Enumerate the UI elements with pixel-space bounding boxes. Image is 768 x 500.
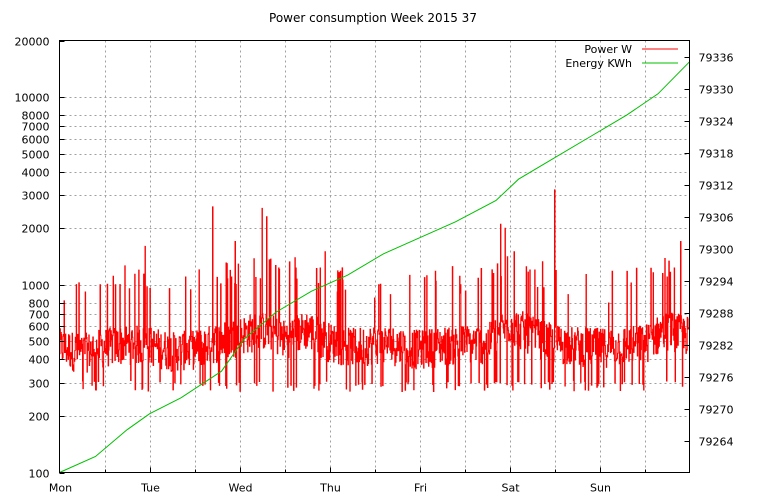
x-tick-label: Tue xyxy=(140,482,160,495)
legend: Power W Energy KWh xyxy=(565,43,678,70)
y-left-tick-label: 100 xyxy=(29,468,50,481)
y-left-tick-label: 4000 xyxy=(22,167,50,180)
y-left-tick-label: 400 xyxy=(29,354,50,367)
y-left-tick-label: 300 xyxy=(29,378,50,391)
plot-frame xyxy=(59,40,690,473)
y-right-tick-label: 79276 xyxy=(699,372,734,385)
chart-title: Power consumption Week 2015 37 xyxy=(269,11,477,25)
legend-label-energy: Energy KWh xyxy=(565,57,632,70)
y-right-tick-label: 79318 xyxy=(699,148,734,161)
series-layer xyxy=(59,61,690,473)
y-right-tick-label: 79282 xyxy=(699,340,734,353)
y-right-tick-label: 79312 xyxy=(699,180,734,193)
y-right-tick-label: 79294 xyxy=(699,276,734,289)
y-left-tick-label: 20000 xyxy=(15,36,50,49)
y-left-tick-label: 8000 xyxy=(22,110,50,123)
y-right-tick-label: 79330 xyxy=(699,84,734,97)
y-left-tick-label: 10000 xyxy=(15,92,50,105)
x-tick-label: Sat xyxy=(501,482,520,495)
y-right-tick-label: 79324 xyxy=(699,116,734,129)
y-left-tick-label: 5000 xyxy=(22,149,50,162)
y-left-tick-label: 800 xyxy=(29,298,50,311)
x-tick-label: Fri xyxy=(414,482,427,495)
power-series-line xyxy=(59,189,690,392)
x-tick-label: Sun xyxy=(590,482,611,495)
y-left-tick-label: 3000 xyxy=(22,190,50,203)
y-left-tick-label: 1000 xyxy=(22,280,50,293)
y-right-tick-label: 79300 xyxy=(699,244,734,257)
x-tick-label: Thu xyxy=(319,482,341,495)
grid-layer xyxy=(59,40,690,473)
y-right-tick-label: 79288 xyxy=(699,308,734,321)
legend-label-power: Power W xyxy=(584,43,632,56)
y-right-tick-label: 79264 xyxy=(699,436,734,449)
y-right-tick-label: 79336 xyxy=(699,52,734,65)
y-left-tick-label: 700 xyxy=(29,309,50,322)
x-tick-label: Mon xyxy=(49,482,72,495)
x-tick-label: Wed xyxy=(229,482,253,495)
y-left-tick-label: 2000 xyxy=(22,223,50,236)
y-left-tick-label: 7000 xyxy=(22,121,50,134)
y-left-tick-label: 500 xyxy=(29,336,50,349)
y-right-tick-label: 79270 xyxy=(699,404,734,417)
y-right-tick-label: 79306 xyxy=(699,212,734,225)
y-left-tick-label: 200 xyxy=(29,411,50,424)
y-left-tick-label: 6000 xyxy=(22,134,50,147)
y-left-tick-label: 600 xyxy=(29,321,50,334)
energy-series-line xyxy=(59,61,690,473)
